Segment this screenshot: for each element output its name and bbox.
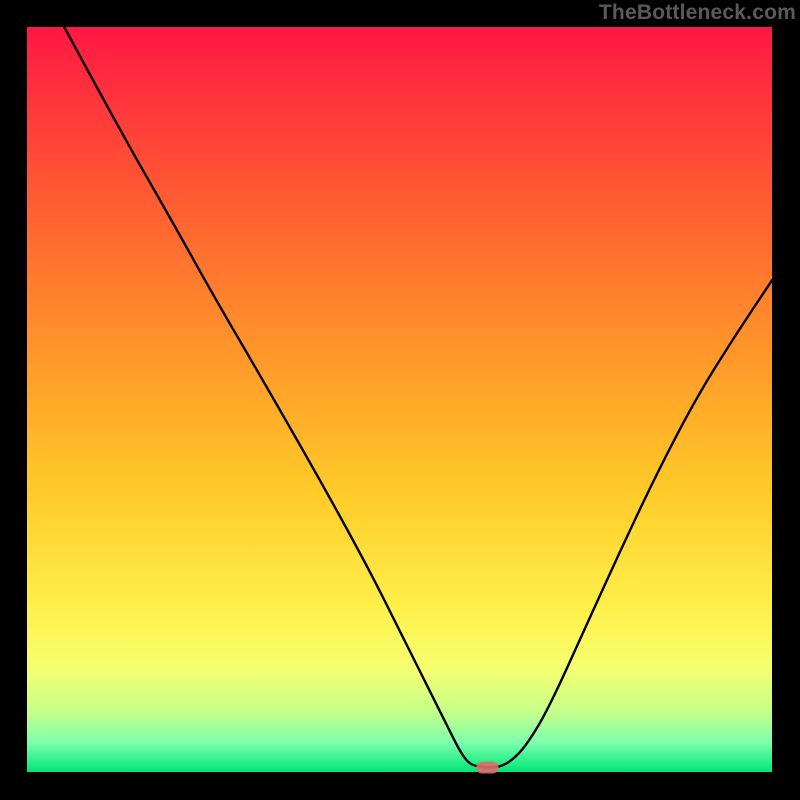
optimal-point-marker bbox=[476, 762, 498, 774]
watermark-text: TheBottleneck.com bbox=[599, 1, 796, 25]
chart-curve-layer bbox=[0, 0, 800, 800]
bottleneck-curve bbox=[64, 27, 772, 767]
